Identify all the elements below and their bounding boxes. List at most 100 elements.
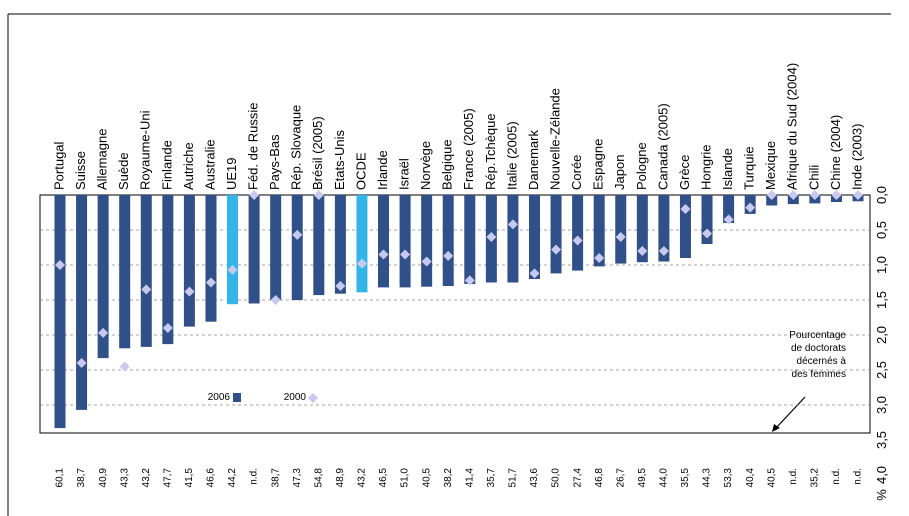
marker-2000: [637, 246, 648, 256]
bar: [615, 195, 627, 264]
annotation: des femmes: [792, 369, 846, 380]
category-label: Corée: [569, 155, 584, 190]
bottom-label: 53,3: [723, 468, 734, 488]
y-tick-label: 3,5: [874, 431, 889, 449]
bar: [421, 195, 433, 287]
y-tick-label: 2,5: [874, 361, 889, 379]
bar: [356, 195, 368, 293]
bar: [227, 195, 239, 305]
category-label: Chili: [806, 165, 821, 190]
bottom-label: 43,3: [119, 468, 130, 488]
marker-2000: [507, 219, 518, 230]
category-label: Afrique du Sud (2004): [785, 63, 800, 190]
y-tick-label: 1,0: [874, 256, 889, 274]
bottom-label: 27,4: [572, 468, 583, 488]
category-label: Italie (2005): [504, 121, 519, 190]
bar: [593, 195, 605, 267]
category-label: Australie: [202, 139, 217, 190]
bar: [119, 195, 131, 349]
category-label: Brésil (2005): [310, 116, 325, 190]
category-label: Islande: [720, 148, 735, 190]
legend-swatch: [233, 393, 241, 402]
bar: [313, 195, 325, 296]
annotation-arrow: [775, 396, 806, 429]
bar: [248, 195, 260, 304]
category-label: Irlande: [375, 150, 390, 190]
category-label: OCDE: [353, 152, 368, 190]
marker-2000: [76, 358, 87, 368]
bar: [183, 195, 195, 327]
bar: [701, 195, 713, 244]
marker-2000: [615, 232, 626, 242]
bottom-label: 35,2: [810, 468, 821, 488]
bar: [76, 195, 88, 410]
bottom-label: 46,5: [378, 468, 389, 488]
marker-2000: [594, 253, 605, 263]
marker-2000: [551, 244, 562, 255]
marker-2000: [141, 284, 152, 295]
category-label: Espagne: [591, 139, 606, 190]
bottom-label: 54,8: [313, 468, 324, 488]
bar: [291, 195, 303, 300]
bottom-label: 43,2: [141, 468, 152, 488]
bar: [205, 195, 217, 322]
category-label: Inde (2003): [849, 124, 864, 191]
bottom-label: 43,6: [529, 468, 540, 488]
annotation: Pourcentage: [789, 330, 846, 341]
bar: [270, 195, 282, 300]
bar: [658, 195, 670, 262]
arrow-head: [772, 424, 780, 432]
category-label: Turquie: [742, 146, 757, 190]
bar: [54, 195, 66, 429]
marker-2000: [119, 361, 130, 372]
category-label: Autriche: [181, 142, 196, 190]
marker-2000: [658, 246, 669, 256]
annotation: de doctorats: [791, 343, 846, 354]
category-label: Israël: [397, 158, 412, 190]
category-label: Portugal: [51, 141, 66, 190]
bottom-label: 35,7: [486, 468, 497, 488]
category-label: France (2005): [461, 108, 476, 190]
y-tick-label: 4,0: [874, 466, 889, 484]
bottom-label: 44,2: [227, 468, 238, 488]
marker-2000: [723, 214, 734, 225]
marker-2000: [831, 190, 842, 200]
bottom-label: 40,5: [421, 468, 432, 488]
bar: [550, 195, 562, 274]
bar: [399, 195, 411, 288]
bottom-label: 41,5: [184, 468, 195, 488]
marker-2000: [464, 275, 475, 286]
marker-2000: [443, 250, 454, 261]
bottom-label: 38,7: [76, 468, 87, 488]
category-label: Suisse: [73, 151, 88, 190]
marker-2000: [162, 323, 173, 333]
bottom-label: 50,0: [551, 468, 562, 488]
y-tick-label: 2,0: [874, 326, 889, 344]
marker-2000: [680, 204, 691, 214]
bottom-label: 38,7: [270, 468, 281, 488]
bottom-label: n.d.: [788, 468, 799, 485]
y-tick-label: 0,5: [874, 221, 889, 239]
plot-area: [39, 194, 871, 434]
y-tick-label: 3,0: [874, 396, 889, 414]
bottom-label: 40,5: [766, 468, 777, 488]
bar: [723, 195, 735, 223]
bar: [572, 195, 584, 271]
bar: [766, 195, 778, 206]
marker-2000: [313, 190, 324, 200]
bottom-label: 51,0: [400, 468, 411, 488]
marker-2000: [378, 249, 389, 260]
legend-label: 2000: [284, 392, 307, 403]
marker-2000: [788, 190, 799, 200]
bottom-label: 40,4: [745, 468, 756, 488]
marker-2000: [356, 258, 367, 269]
marker-2000: [55, 260, 65, 270]
category-label: Royaume-Uni: [138, 110, 153, 190]
marker-2000: [572, 235, 583, 246]
category-label: Rép. Slovaque: [289, 105, 304, 190]
category-label: Pologne: [634, 142, 649, 190]
y-tick-label: 1,5: [874, 291, 889, 309]
bottom-label: 40,9: [98, 468, 109, 488]
category-label: Chine (2004): [828, 115, 843, 190]
